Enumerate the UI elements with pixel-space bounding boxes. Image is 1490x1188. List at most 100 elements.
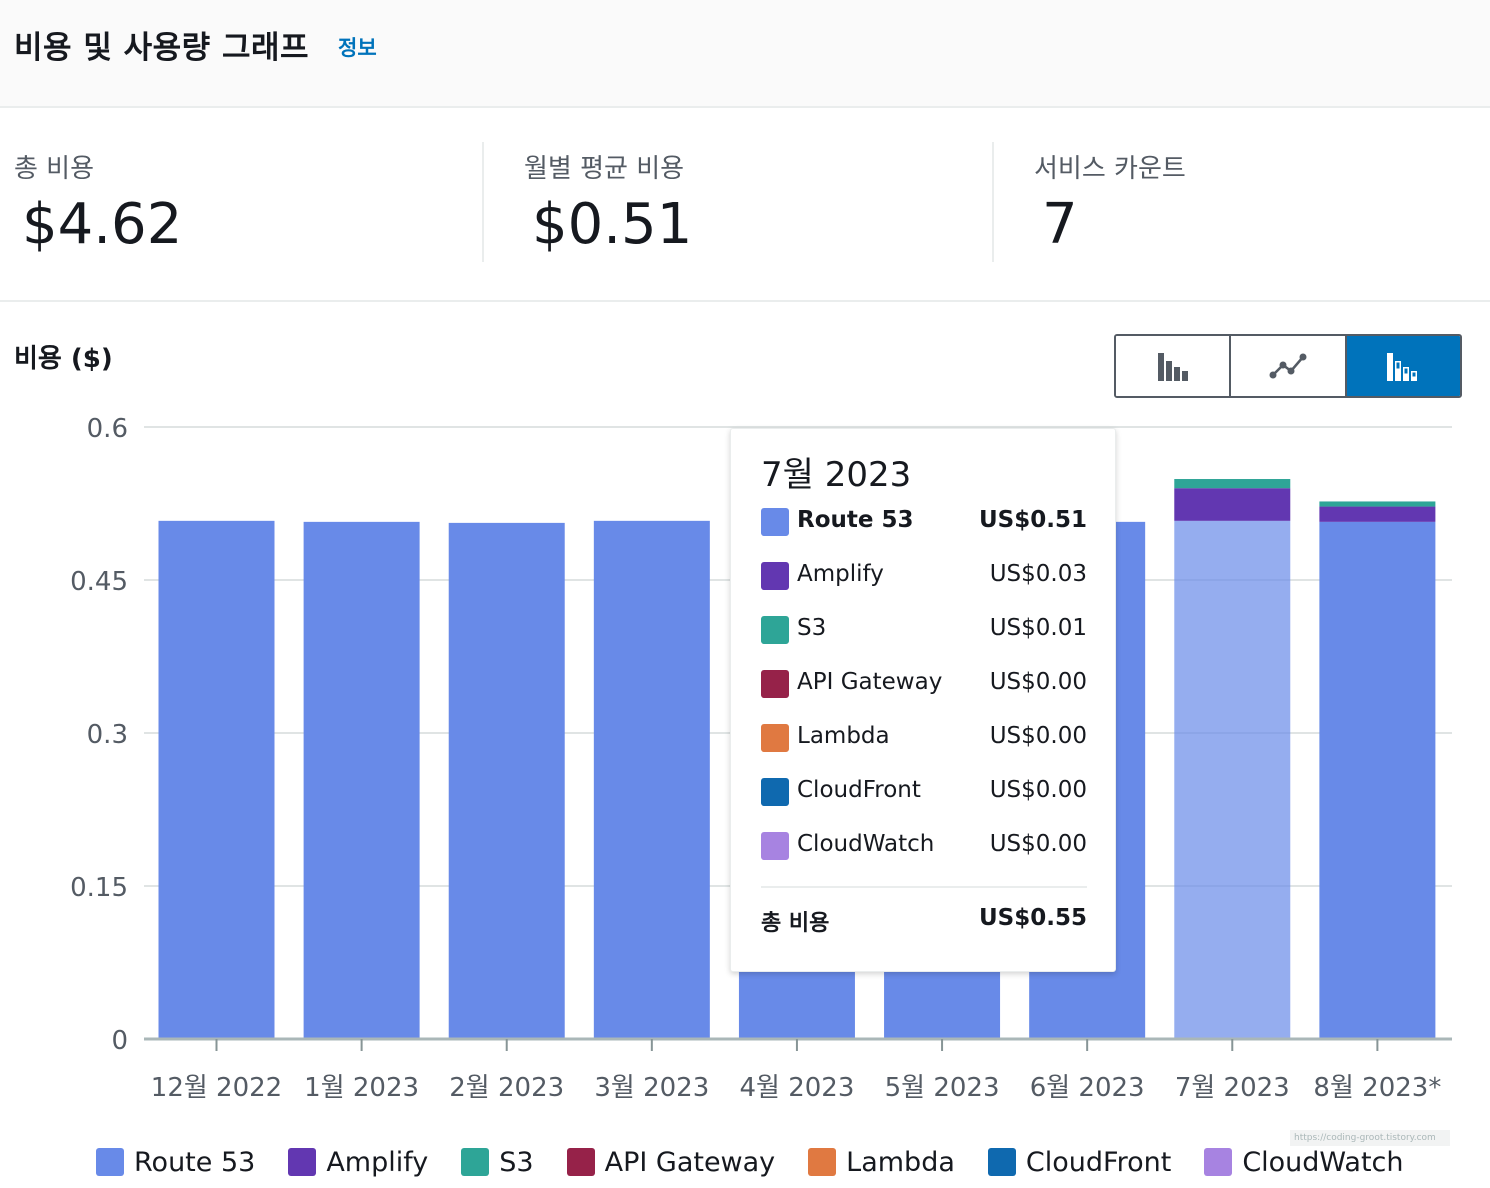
- legend-item-cloudwatch[interactable]: CloudWatch: [1204, 1146, 1404, 1178]
- x-tick-label: 8월 2023*: [1313, 1073, 1441, 1103]
- bar-segment-s3[interactable]: [1174, 479, 1291, 489]
- bar-segment-amplify[interactable]: [1174, 488, 1291, 521]
- tooltip-row: Amplify US$0.03: [761, 561, 1087, 591]
- bar-segment-amplify[interactable]: [1319, 506, 1436, 522]
- x-tick-label: 3월 2023: [594, 1073, 709, 1103]
- bar-chart-view-button[interactable]: [1116, 336, 1232, 396]
- tooltip-service-name: Lambda: [797, 723, 890, 749]
- watermark: https://coding-groot.tistory.com: [1290, 1130, 1450, 1146]
- x-tick-label: 6월 2023: [1030, 1073, 1145, 1103]
- bar-chart-icon: [1157, 353, 1188, 381]
- bar-segment-route-53[interactable]: [448, 522, 565, 1039]
- line-chart-view-button[interactable]: [1231, 336, 1347, 396]
- tooltip-service-name: CloudWatch: [797, 831, 935, 857]
- legend-label: Amplify: [326, 1146, 429, 1178]
- legend-swatch: [461, 1148, 490, 1176]
- tooltip-service-value: US$0.51: [979, 507, 1087, 533]
- tooltip-total-label: 총 비용: [761, 911, 830, 936]
- tooltip-swatch: [761, 616, 789, 644]
- tooltip-service-name: Amplify: [797, 561, 884, 587]
- chart-y-axis-title: 비용 ($): [14, 344, 113, 374]
- chart-tooltip: 7월 2023 Route 53 US$0.51 Amplify US$0.03 S3 U…: [730, 428, 1116, 972]
- metric-value: $0.51: [532, 192, 693, 257]
- tooltip-service-name: CloudFront: [797, 777, 921, 803]
- bar-segment-route-53[interactable]: [158, 520, 275, 1039]
- metric-divider: [992, 142, 994, 262]
- legend-swatch: [288, 1148, 317, 1176]
- tooltip-row: S3 US$0.01: [761, 615, 1087, 645]
- stacked-bar-chart-icon: [1387, 353, 1418, 381]
- y-tick-label: 0.15: [70, 873, 128, 903]
- tooltip-title: 7월 2023: [761, 455, 912, 495]
- y-tick-label: 0: [111, 1026, 128, 1056]
- x-tick-label: 7월 2023: [1175, 1073, 1290, 1103]
- legend-item-s3[interactable]: S3: [461, 1146, 534, 1178]
- tooltip-divider: [761, 886, 1087, 888]
- metric-monthly-average: 월별 평균 비용 $0.51: [524, 110, 984, 302]
- x-axis-ticks: 12월 2022 1월 2023 2월 2023 3월 2023 4월 2023 5월 2…: [151, 1039, 1441, 1103]
- legend-label: CloudFront: [1025, 1146, 1172, 1178]
- metric-label: 서비스 카운트: [1034, 154, 1186, 184]
- metric-value: 7: [1042, 192, 1078, 257]
- tooltip-service-value: US$0.00: [989, 723, 1087, 749]
- tooltip-row: API Gateway US$0.00: [761, 669, 1087, 699]
- y-tick-label: 0.45: [70, 567, 128, 597]
- metric-label: 총 비용: [14, 154, 95, 184]
- x-tick-label: 12월 2022: [151, 1073, 282, 1103]
- legend-swatch: [808, 1148, 837, 1176]
- bar-segment-route-53[interactable]: [1174, 520, 1291, 1039]
- legend-swatch: [566, 1148, 595, 1176]
- bar-segment-route-53[interactable]: [1319, 521, 1436, 1039]
- line-chart-icon: [1269, 353, 1307, 379]
- metric-label: 월별 평균 비용: [524, 154, 685, 184]
- bar-segment-route-53[interactable]: [303, 521, 420, 1039]
- legend-item-route-53[interactable]: Route 53: [96, 1147, 255, 1178]
- tooltip-service-value: US$0.00: [989, 831, 1087, 857]
- legend-item-api-gateway[interactable]: API Gateway: [566, 1146, 776, 1178]
- legend-item-amplify[interactable]: Amplify: [288, 1147, 428, 1178]
- tooltip-total-row: 총 비용 US$0.55: [761, 905, 1087, 937]
- tooltip-service-name: S3: [797, 615, 827, 641]
- tooltip-row: CloudFront US$0.00: [761, 777, 1087, 807]
- tooltip-swatch: [761, 562, 789, 590]
- tooltip-row: Lambda US$0.00: [761, 723, 1087, 753]
- legend-item-cloudfront[interactable]: CloudFront: [987, 1146, 1172, 1178]
- tooltip-swatch: [761, 778, 789, 806]
- tooltip-service-value: US$0.03: [989, 561, 1087, 587]
- tooltip-swatch: [761, 670, 789, 698]
- tooltip-swatch: [761, 508, 789, 536]
- tooltip-swatch: [761, 724, 789, 752]
- y-axis-ticks: 0 0.15 0.3 0.45 0.6: [70, 414, 128, 1056]
- legend-label: API Gateway: [604, 1146, 776, 1178]
- stacked-bar-chart-view-button[interactable]: [1346, 336, 1460, 396]
- metric-divider: [482, 142, 484, 262]
- tooltip-service-value: US$0.01: [989, 615, 1087, 641]
- legend-label: CloudWatch: [1242, 1146, 1404, 1178]
- info-link[interactable]: 정보: [338, 36, 377, 60]
- x-tick-label: 2월 2023: [449, 1073, 564, 1103]
- y-tick-label: 0.3: [87, 720, 128, 750]
- tooltip-service-name: Route 53: [797, 507, 914, 533]
- legend-swatch: [96, 1148, 124, 1176]
- tooltip-service-value: US$0.00: [989, 669, 1087, 695]
- x-tick-label: 5월 2023: [885, 1073, 1000, 1103]
- tooltip-row: Route 53 US$0.51: [761, 507, 1087, 537]
- bar-segment-route-53[interactable]: [593, 520, 710, 1039]
- legend-label: S3: [499, 1146, 534, 1178]
- panel-header: 비용 및 사용량 그래프 정보: [0, 0, 1490, 108]
- x-tick-label: 1월 2023: [304, 1073, 419, 1103]
- x-tick-label: 4월 2023: [739, 1073, 854, 1103]
- metric-total-cost: 총 비용 $4.62: [14, 110, 474, 302]
- bar-segment-s3[interactable]: [1319, 501, 1436, 507]
- legend-item-lambda[interactable]: Lambda: [808, 1147, 955, 1178]
- legend-swatch: [987, 1148, 1016, 1176]
- legend-label: Lambda: [846, 1146, 955, 1178]
- chart-legend: Route 53 Amplify S3 API Gateway Lambda CloudF…: [96, 1144, 1437, 1180]
- metric-value: $4.62: [22, 192, 183, 257]
- tooltip-total-value: US$0.55: [979, 905, 1087, 931]
- page-title: 비용 및 사용량 그래프: [14, 30, 310, 66]
- tooltip-swatch: [761, 832, 789, 860]
- metric-service-count: 서비스 카운트 7: [1034, 110, 1474, 302]
- tooltip-service-name: API Gateway: [797, 669, 943, 695]
- legend-label: Route 53: [134, 1146, 256, 1178]
